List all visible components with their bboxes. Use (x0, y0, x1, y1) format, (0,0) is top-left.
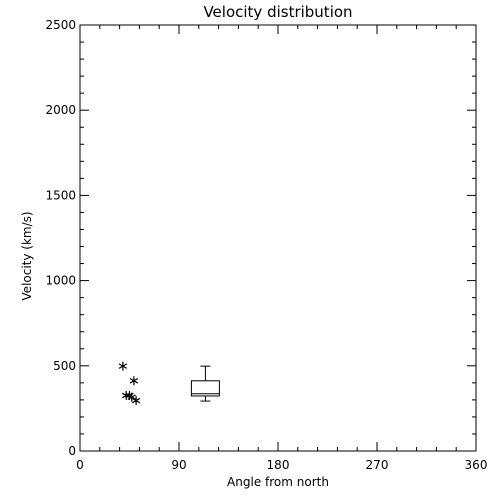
y-tick-label: 1000 (45, 274, 76, 288)
box-body (190, 380, 220, 397)
asterisk-stroke (122, 392, 131, 399)
y-tick-label: 500 (53, 359, 76, 373)
scatter-point (131, 396, 141, 406)
plot-frame (79, 24, 477, 452)
asterisk-stroke (131, 397, 141, 404)
y-tick-label: 1500 (45, 188, 76, 202)
data-marks (118, 361, 220, 406)
scatter-point (129, 376, 139, 386)
x-axis-label: Angle from north (227, 475, 329, 489)
scatter-point (127, 392, 136, 402)
scatter-point (118, 361, 128, 371)
y-axis-label: Velocity (km/s) (20, 211, 34, 300)
asterisk-stroke (129, 378, 139, 384)
x-tick-label: 0 (76, 458, 84, 472)
asterisk-stroke (127, 394, 136, 400)
x-tick-label: 180 (267, 458, 290, 472)
axis-tick-labels: 0 90 180 270 360 0 500 1000 1500 2000 2500 (45, 18, 487, 472)
axis-ticks (79, 24, 477, 452)
y-tick-label: 2500 (45, 18, 76, 32)
x-tick-label: 270 (366, 458, 389, 472)
box-plot (190, 365, 220, 402)
chart-title: Velocity distribution (203, 3, 352, 21)
scatter-point (122, 390, 131, 400)
y-tick-label: 2000 (45, 103, 76, 117)
y-tick-label: 0 (68, 444, 76, 458)
asterisk-stroke (118, 363, 128, 369)
x-tick-label: 90 (171, 458, 186, 472)
x-tick-label: 360 (465, 458, 488, 472)
